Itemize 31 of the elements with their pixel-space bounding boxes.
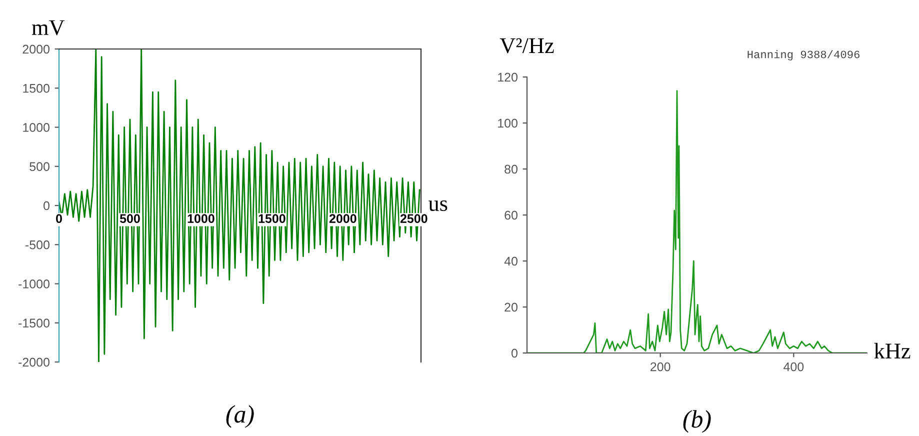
y-axis-title: mV	[32, 20, 65, 36]
x-tick-label: 2000	[329, 214, 356, 224]
x-tick-label: 500	[120, 214, 140, 224]
text: (a)	[226, 405, 254, 428]
x-tick-label: 1000	[188, 214, 214, 224]
x-tick-label: 1500	[258, 214, 286, 224]
y-tick-label: 40	[504, 256, 518, 266]
y-tick-label: 120	[498, 72, 518, 82]
x-axis-title: kHz	[874, 342, 910, 358]
y-tick-label: 0	[44, 201, 50, 210]
y-tick-label: -2000	[18, 358, 50, 367]
y-tick-label: 80	[504, 164, 518, 174]
x-axis-title: us	[428, 200, 448, 212]
x-tick-label: 2500	[400, 214, 428, 224]
y-tick-label: -1500	[18, 318, 50, 328]
text: Hanning 9388/4096	[748, 50, 860, 60]
x-tick-label: 0	[56, 214, 62, 224]
y-tick-label: 20	[504, 302, 518, 312]
y-axis-title: V²/Hz	[500, 38, 554, 54]
y-tick-label: -500	[26, 240, 50, 250]
y-tick-label: 60	[504, 210, 518, 220]
x-tick-label: 400	[784, 362, 804, 372]
y-tick-label: 100	[498, 118, 518, 128]
y-tick-label: 2000	[22, 44, 50, 54]
y-tick-label: 1500	[23, 84, 50, 93]
y-tick-label: 0	[512, 348, 518, 358]
text: (b)	[683, 410, 711, 433]
y-tick-label: 1000	[23, 123, 50, 132]
x-tick-label: 200	[650, 362, 670, 372]
y-tick-label: 500	[30, 162, 50, 172]
y-tick-label: -1000	[18, 280, 50, 288]
